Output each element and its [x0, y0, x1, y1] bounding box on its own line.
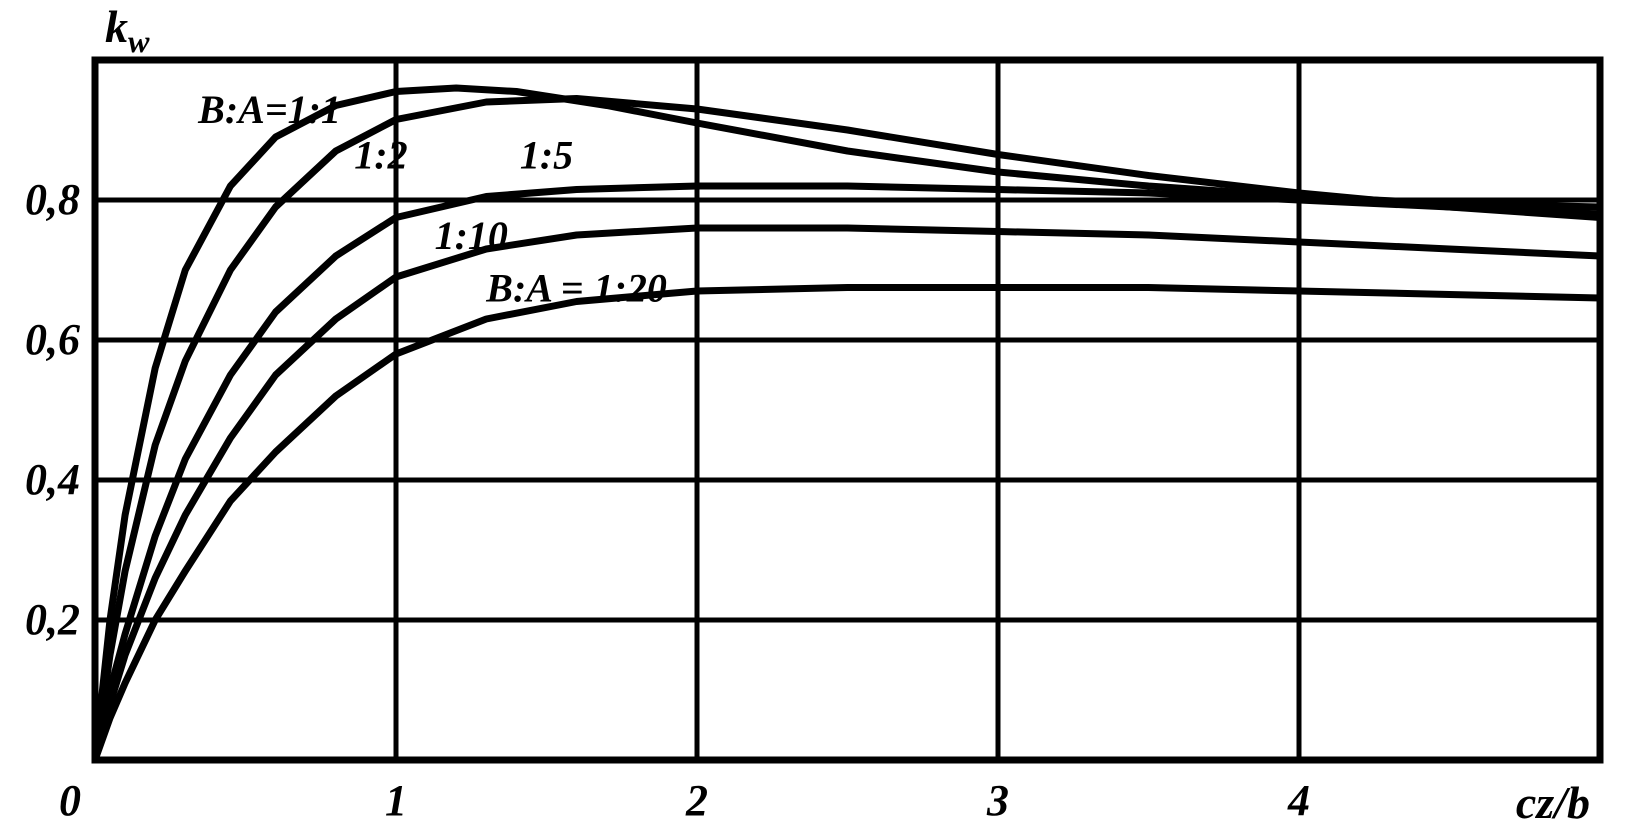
curve-label-1:10: 1:10 [435, 213, 508, 258]
y-tick-label: 0,8 [25, 175, 80, 224]
y-tick-label: 0,6 [25, 315, 80, 364]
chart-container: 12340,20,40,60,80kwcz/bB:A=1:11:21:51:10… [0, 0, 1627, 840]
x-tick-label: 3 [986, 776, 1009, 825]
origin-label: 0 [59, 776, 81, 825]
x-tick-label: 4 [1287, 776, 1310, 825]
x-tick-label: 2 [685, 776, 708, 825]
y-tick-label: 0,4 [25, 455, 80, 504]
curve-label-1:2: 1:2 [354, 133, 407, 178]
curve-label-B:A=1:1: B:A=1:1 [197, 87, 341, 132]
curve-label-B:A=1:20: B:A = 1:20 [485, 266, 667, 311]
x-tick-label: 1 [385, 776, 407, 825]
line-chart: 12340,20,40,60,80kwcz/bB:A=1:11:21:51:10… [0, 0, 1627, 840]
x-axis-label: cz/b [1516, 777, 1590, 828]
y-tick-label: 0,2 [25, 595, 80, 644]
curve-label-1:5: 1:5 [520, 133, 573, 178]
